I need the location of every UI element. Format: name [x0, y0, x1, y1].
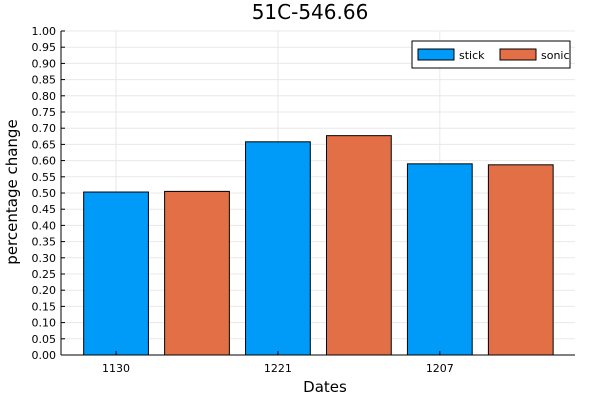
y-tick-label: 1.00 [32, 25, 57, 38]
bar-stick [245, 141, 311, 356]
y-tick-label: 0.60 [32, 155, 57, 168]
bar-stick [406, 163, 473, 356]
x-tick-label: 1221 [264, 362, 292, 375]
y-tick-label: 0.75 [32, 106, 57, 119]
y-tick-label: 0.85 [32, 74, 57, 87]
y-tick-label: 0.15 [32, 300, 57, 313]
x-axis-label: Dates [303, 378, 347, 396]
y-tick-label: 0.30 [32, 252, 57, 265]
bar-sonic [164, 190, 230, 356]
y-tick-label: 0.55 [32, 171, 57, 184]
x-tick-label: 1207 [426, 362, 454, 375]
x-axis-ticks: 1130 1221 1207 [102, 351, 454, 375]
y-tick-label: 0.40 [32, 219, 57, 232]
y-axis-ticks: 0.00 0.05 0.10 0.15 0.20 0.25 0.30 0.35 0.40 0.45… [32, 25, 65, 362]
legend-label-stick: stick [459, 49, 485, 62]
y-tick-label: 0.80 [32, 90, 57, 103]
legend: stick sonic [411, 40, 571, 69]
bar-sonic [325, 135, 392, 356]
y-tick-label: 0.25 [32, 268, 57, 281]
legend-swatch-stick [417, 48, 455, 61]
y-tick-label: 0.50 [32, 187, 57, 200]
bar-stick [83, 191, 149, 356]
x-tick-label: 1130 [102, 362, 130, 375]
y-tick-label: 0.35 [32, 236, 57, 249]
y-tick-label: 0.05 [32, 333, 57, 346]
y-tick-label: 0.00 [32, 349, 57, 362]
bars [83, 135, 554, 356]
y-tick-label: 0.65 [32, 138, 57, 151]
y-tick-label: 0.20 [32, 284, 57, 297]
y-tick-label: 0.70 [32, 122, 57, 135]
y-tick-label: 0.90 [32, 57, 57, 70]
y-tick-label: 0.95 [32, 41, 57, 54]
y-axis-label: percentage change [3, 119, 21, 264]
y-tick-label: 0.45 [32, 203, 57, 216]
y-tick-label: 0.10 [32, 317, 57, 330]
chart-title: 51C-546.66 [252, 0, 369, 24]
legend-label-sonic: sonic [541, 49, 570, 62]
legend-swatch-sonic [499, 48, 537, 61]
bar-sonic [487, 164, 554, 356]
